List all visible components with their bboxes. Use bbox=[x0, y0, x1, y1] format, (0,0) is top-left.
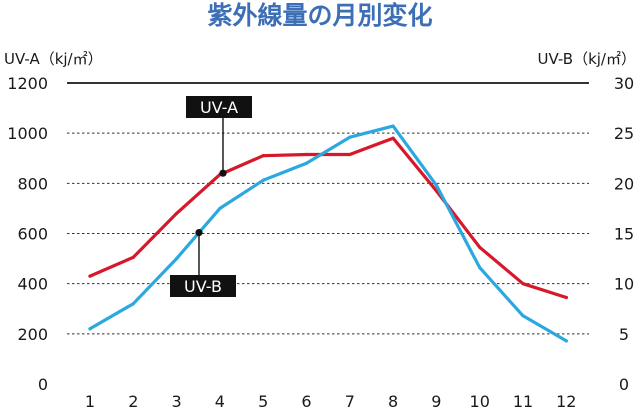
data-point bbox=[304, 152, 309, 157]
left-tick-label: 200 bbox=[17, 325, 48, 344]
left-axis-title: UV-A（kj/㎡） bbox=[4, 50, 103, 68]
right-tick-label: 0 bbox=[619, 375, 629, 394]
data-point bbox=[391, 136, 395, 140]
data-point bbox=[88, 327, 92, 331]
left-tick-label: 600 bbox=[17, 225, 48, 244]
left-tick-label: 400 bbox=[17, 275, 48, 294]
right-axis-title: UV-B（kj/㎡） bbox=[538, 50, 636, 68]
x-axis-ticks: 1 2 3 4 5 6 7 8 9 10 11 12 bbox=[85, 392, 577, 410]
data-point bbox=[261, 178, 265, 182]
right-tick-label: 10 bbox=[614, 275, 634, 294]
data-point bbox=[564, 339, 568, 343]
x-tick-label: 10 bbox=[470, 392, 490, 410]
callout-label: UV-A bbox=[200, 98, 238, 117]
data-point bbox=[348, 135, 352, 139]
left-tick-label: 1200 bbox=[7, 74, 48, 93]
series-lines bbox=[88, 124, 568, 343]
callout-dot bbox=[219, 169, 227, 177]
data-point bbox=[304, 161, 309, 165]
series-uv-b bbox=[88, 124, 568, 343]
x-tick-label: 9 bbox=[431, 392, 441, 410]
data-point bbox=[348, 152, 352, 157]
x-tick-label: 7 bbox=[345, 392, 355, 410]
left-axis-ticks: 0 200 400 600 800 1000 1200 bbox=[7, 74, 48, 394]
data-point bbox=[218, 206, 222, 211]
data-point bbox=[88, 274, 92, 278]
data-point bbox=[521, 282, 525, 286]
gridlines bbox=[67, 82, 589, 335]
x-tick-label: 8 bbox=[388, 392, 398, 410]
callout-uv-b: UV-B bbox=[170, 229, 236, 297]
callout-uv-a: UV-A bbox=[186, 96, 252, 177]
data-point bbox=[261, 154, 265, 158]
x-tick-label: 12 bbox=[556, 392, 576, 410]
x-tick-label: 2 bbox=[128, 392, 138, 410]
data-point bbox=[564, 295, 568, 300]
x-tick-label: 4 bbox=[215, 392, 225, 410]
callout-box bbox=[186, 96, 252, 118]
data-point bbox=[434, 183, 438, 187]
callout-box bbox=[170, 275, 236, 297]
data-point bbox=[131, 302, 135, 306]
series-line-uv-b bbox=[88, 124, 568, 343]
data-point bbox=[478, 245, 482, 249]
x-tick-label: 5 bbox=[258, 392, 268, 410]
left-tick-label: 1000 bbox=[7, 124, 48, 143]
left-tick-label: 800 bbox=[17, 174, 48, 193]
callout-label: UV-B bbox=[184, 277, 222, 296]
data-point bbox=[391, 124, 395, 128]
series-line-uv-a bbox=[88, 136, 568, 300]
right-tick-label: 5 bbox=[619, 325, 629, 344]
right-tick-label: 25 bbox=[614, 124, 634, 143]
series-callouts: UV-A UV-B bbox=[170, 96, 252, 297]
data-point bbox=[521, 314, 525, 318]
left-tick-label: 0 bbox=[38, 375, 48, 394]
x-tick-label: 6 bbox=[301, 392, 311, 410]
x-tick-label: 3 bbox=[172, 392, 182, 410]
data-point bbox=[175, 256, 179, 261]
right-axis-ticks: 0 5 10 15 20 25 30 bbox=[614, 74, 634, 394]
right-tick-label: 20 bbox=[614, 174, 634, 193]
right-tick-label: 30 bbox=[614, 74, 634, 93]
x-tick-label: 11 bbox=[513, 392, 533, 410]
data-point bbox=[478, 266, 482, 270]
x-tick-label: 1 bbox=[85, 392, 95, 410]
data-point bbox=[175, 211, 179, 216]
chart-title: 紫外線量の月別変化 bbox=[207, 1, 432, 30]
data-point bbox=[131, 255, 135, 259]
callout-dot bbox=[195, 229, 203, 237]
right-tick-label: 15 bbox=[614, 225, 634, 244]
